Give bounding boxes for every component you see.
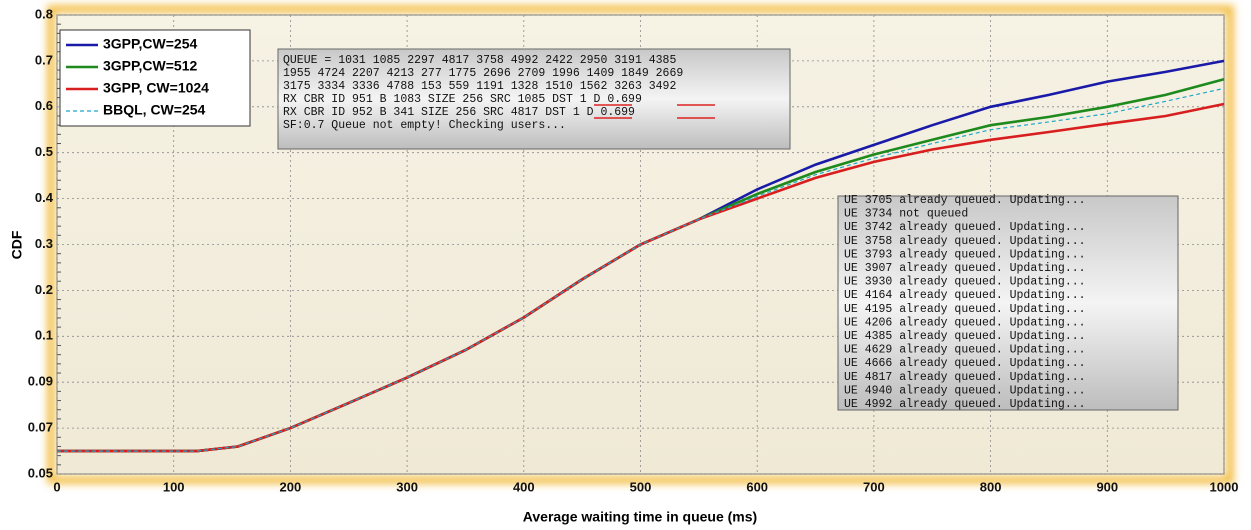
y-tick-label: 0.05	[28, 465, 53, 480]
ue-line: UE 4629 already queued. Updating...	[844, 344, 1086, 357]
y-axis-label: CDF	[9, 230, 25, 259]
legend-label: BBQL, CW=254	[103, 102, 206, 118]
y-tick-label: 0.5	[35, 144, 53, 159]
x-tick-label: 900	[1096, 479, 1118, 494]
chart: 3GPP,CW=254 3GPP,CW=512 3GPP, CW=1024 BBQL,…	[0, 0, 1251, 530]
y-tick-label: 0.4	[35, 190, 54, 205]
ue-line: UE 4666 already queued. Updating...	[844, 357, 1086, 370]
queue-line: 1955 4724 2207 4213 277 1775 2696 2709 1…	[283, 67, 683, 80]
x-tick-label: 500	[630, 479, 652, 494]
ue-line: UE 3930 already queued. Updating...	[844, 276, 1086, 289]
y-tick-label: 0.09	[28, 374, 53, 389]
x-tick-label: 200	[280, 479, 302, 494]
ue-line: UE 3742 already queued. Updating...	[844, 221, 1086, 234]
ue-line: UE 3758 already queued. Updating...	[844, 235, 1086, 248]
y-tick-label: 0.6	[35, 98, 53, 113]
x-tick-label: 1000	[1210, 479, 1239, 494]
ue-line: UE 4164 already queued. Updating...	[844, 289, 1086, 302]
y-tick-label: 0.8	[35, 6, 53, 21]
y-tick-label: 0.2	[35, 282, 53, 297]
y-tick-label: 0.1	[35, 328, 53, 343]
ue-line: UE 3734 not queued	[844, 208, 968, 221]
x-tick-label: 0	[53, 479, 60, 494]
ue-line: UE 4206 already queued. Updating...	[844, 316, 1086, 329]
ue-line: UE 4992 already queued. Updating...	[844, 398, 1086, 411]
x-tick-label: 100	[163, 479, 185, 494]
x-tick-label: 400	[513, 479, 535, 494]
queue-line: RX CBR ID 951 B 1083 SIZE 256 SRC 1085 D…	[283, 93, 642, 106]
legend-label: 3GPP, CW=1024	[103, 80, 209, 96]
legend-label: 3GPP,CW=512	[103, 58, 198, 74]
y-tick-label: 0.07	[28, 420, 53, 435]
ue-line: UE 3907 already queued. Updating...	[844, 262, 1086, 275]
y-tick-label: 0.3	[35, 236, 53, 251]
ue-line: UE 4940 already queued. Updating...	[844, 384, 1086, 397]
ue-line: UE 4817 already queued. Updating...	[844, 371, 1086, 384]
ue-line: UE 3793 already queued. Updating...	[844, 248, 1086, 261]
x-tick-label: 300	[396, 479, 418, 494]
y-tick-label: 0.7	[35, 52, 53, 67]
ue-line: UE 3705 already queued. Updating...	[844, 194, 1086, 207]
x-tick-label: 600	[746, 479, 768, 494]
x-tick-label: 700	[863, 479, 885, 494]
ue-line: UE 4385 already queued. Updating...	[844, 330, 1086, 343]
queue-line: RX CBR ID 952 B 341 SIZE 256 SRC 4817 DS…	[283, 106, 635, 119]
legend-label: 3GPP,CW=254	[103, 36, 198, 52]
queue-line: SF:0.7 Queue not empty! Checking users..…	[283, 119, 566, 132]
x-tick-label: 800	[980, 479, 1002, 494]
x-axis-label: Average waiting time in queue (ms)	[523, 509, 757, 525]
ue-line: UE 4195 already queued. Updating...	[844, 303, 1086, 316]
queue-line: 3175 3334 3336 4788 153 559 1191 1328 15…	[283, 80, 676, 93]
queue-line: QUEUE = 1031 1085 2297 4817 3758 4992 24…	[283, 54, 676, 67]
